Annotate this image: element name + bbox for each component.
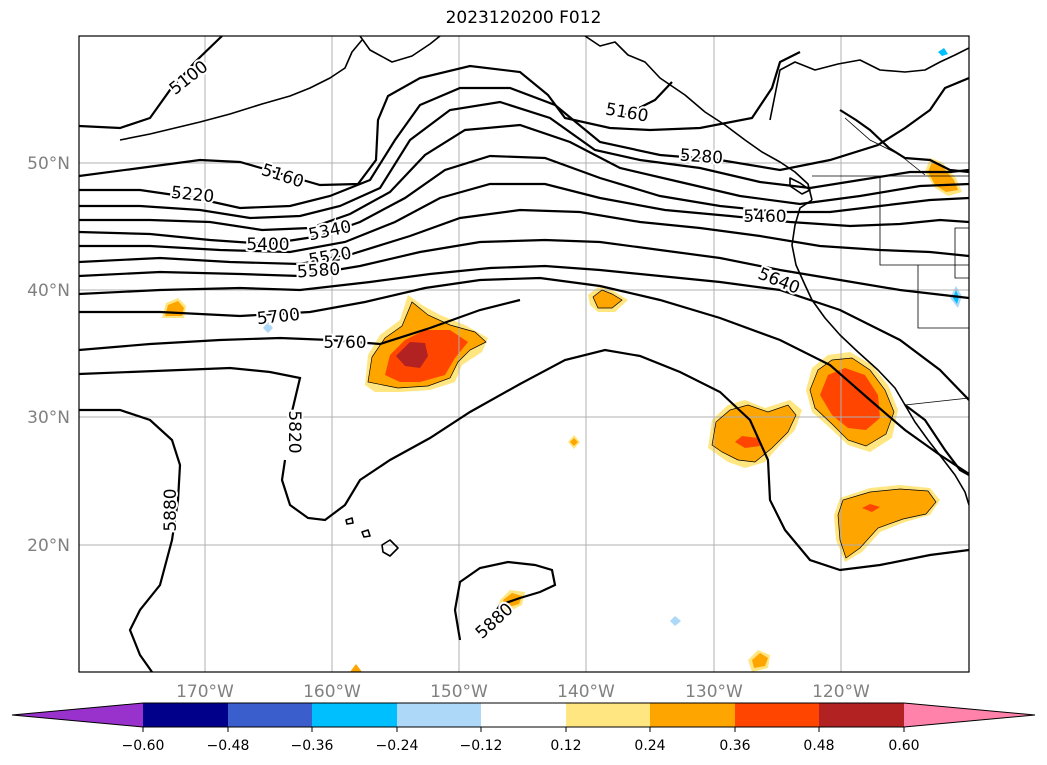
cb-label-1: −0.48 <box>207 738 250 754</box>
contour-5340 <box>79 123 969 232</box>
shade-neg-4 <box>938 48 948 56</box>
contour-5400 <box>79 154 969 246</box>
contour-5580 <box>79 238 969 300</box>
cb-label-3: −0.24 <box>376 738 419 754</box>
shade-blob-nearcoast-orange <box>593 290 622 308</box>
coast-alaska-main <box>359 36 441 63</box>
shade-blob-central-dark <box>396 342 428 368</box>
lon-label-150w: 150°W <box>430 682 488 702</box>
contour-5820-a <box>79 366 302 421</box>
coast-alaska-aleutians <box>119 39 363 141</box>
colorbar-segment-6 <box>566 703 650 727</box>
latitude-labels: 50°N 40°N 30°N 20°N <box>27 154 70 556</box>
shade-blob-tiny-2 <box>350 664 362 672</box>
colorbar-segment-4 <box>397 703 481 727</box>
lat-label-50n: 50°N <box>27 154 70 174</box>
coast-canada-north <box>769 47 969 121</box>
shade-blob-southwest-red <box>735 436 760 448</box>
contour-label-5580: 5580 <box>296 260 341 283</box>
map-area <box>79 36 969 672</box>
cb-label-9: 0.60 <box>888 738 919 754</box>
contour-label-5280: 5280 <box>679 146 724 169</box>
shade-neg-2 <box>670 616 681 626</box>
cb-label-0: −0.60 <box>122 738 165 754</box>
shade-neg-1 <box>263 322 273 333</box>
map-frame <box>78 35 970 673</box>
contour-label-5820: 5820 <box>284 410 304 453</box>
contour-5220 <box>79 76 969 210</box>
cb-label-2: −0.36 <box>291 738 334 754</box>
colorbar-segment-7 <box>650 703 735 727</box>
coast-west-usa <box>791 199 969 506</box>
border-mexico <box>904 397 969 406</box>
contour-5100 <box>79 36 223 130</box>
shade-blob-baja-orange <box>838 489 936 558</box>
gridlines <box>79 36 969 672</box>
colorbar-segment-9 <box>819 703 904 727</box>
shade-blob-south-orange <box>752 653 768 668</box>
colorbar-segment-3 <box>312 703 397 727</box>
contour-5880-d <box>904 404 969 476</box>
contour-label-5760: 5760 <box>323 333 366 353</box>
colorbar-segment-8 <box>735 703 819 727</box>
border-canada-1 <box>844 117 926 176</box>
cb-label-4: −0.12 <box>460 738 503 754</box>
contour-5760 <box>79 298 521 352</box>
lat-label-20n: 20°N <box>27 536 70 556</box>
shade-blob-california-red <box>820 368 880 430</box>
coast-hawaii-3 <box>345 517 354 525</box>
colorbar-extend-low <box>12 703 143 727</box>
lon-label-130w: 130°W <box>685 682 743 702</box>
contour-label-5460: 5460 <box>743 207 786 227</box>
cb-label-7: 0.36 <box>719 738 750 754</box>
lon-label-120w: 120°W <box>812 682 870 702</box>
coast-hawaii-1 <box>381 539 399 557</box>
colorbar-segment-1 <box>143 703 228 727</box>
contour-5280 <box>79 100 969 220</box>
coast-hawaii-2 <box>361 529 371 538</box>
colorbar-extend-high <box>904 703 1035 727</box>
colorbar: −0.60 −0.48 −0.36 −0.24 −0.12 0.12 0.24 … <box>11 702 1036 754</box>
contour-5520 <box>79 208 969 266</box>
colorbar-segments <box>12 703 1035 727</box>
lon-label-170w: 170°W <box>176 682 234 702</box>
contour-5880-c <box>839 109 969 174</box>
shade-outlines <box>367 289 937 559</box>
cb-label-6: 0.24 <box>634 738 665 754</box>
lon-label-140w: 140°W <box>557 682 615 702</box>
shade-blob-southwest-orange <box>712 405 796 462</box>
contour-label-5400: 5400 <box>246 235 289 255</box>
border-state-2 <box>917 265 969 329</box>
shade-blob-tiny-1-orange <box>570 438 578 446</box>
longitude-labels: 170°W 160°W 150°W 140°W 130°W 120°W <box>176 682 870 702</box>
contour-5700 <box>79 276 969 475</box>
contour-5460 <box>79 182 969 254</box>
lon-label-160w: 160°W <box>303 682 361 702</box>
cb-label-5: 0.12 <box>550 738 581 754</box>
map-title: 2023120200 F012 <box>445 8 602 28</box>
contour-5820-b <box>280 348 969 572</box>
height-contours <box>79 36 969 672</box>
border-state-3 <box>954 227 969 279</box>
colorbar-tick-labels: −0.60 −0.48 −0.36 −0.24 −0.12 0.12 0.24 … <box>122 738 920 754</box>
contour-5160-ak <box>624 81 673 116</box>
contour-5160-west <box>79 51 801 187</box>
lat-label-40n: 40°N <box>27 281 70 301</box>
cb-label-8: 0.48 <box>803 738 834 754</box>
colorbar-ticks <box>142 727 905 732</box>
shade-blob-baja-red <box>862 504 880 512</box>
colorbar-segment-2 <box>228 703 312 727</box>
contour-label-5880-a: 5880 <box>161 488 181 531</box>
contour-5640 <box>79 264 969 401</box>
contour-5880-a <box>79 408 182 672</box>
colorbar-segment-5 <box>481 703 566 727</box>
contour-5880-b <box>453 560 557 641</box>
lat-label-30n: 30°N <box>27 408 70 428</box>
